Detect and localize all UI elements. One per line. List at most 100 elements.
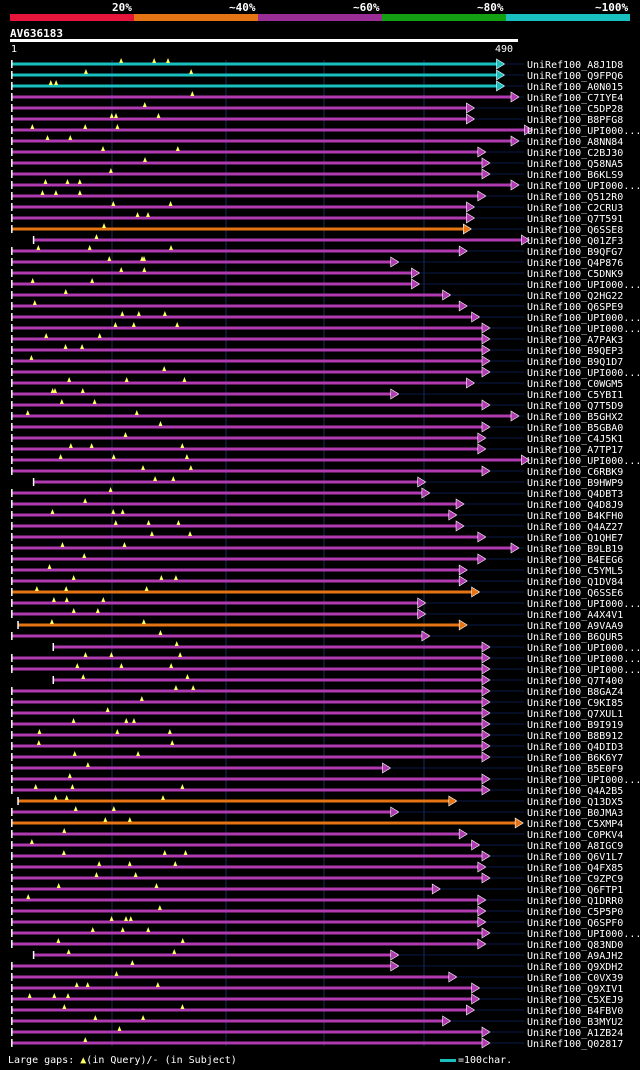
- query-gap-marker: [120, 311, 125, 316]
- hit-label: UniRef100_Q02817: [527, 1039, 623, 1050]
- hit-bar: [12, 964, 398, 968]
- query-gap-marker: [54, 80, 59, 85]
- footer-large-gaps: Large gaps:: [8, 1055, 75, 1066]
- hit-bar: [12, 95, 519, 99]
- query-ruler: [10, 39, 518, 42]
- hit-label: UniRef100_B9I919: [527, 720, 623, 731]
- hit-end-arrow: [466, 212, 475, 224]
- query-gap-marker: [92, 399, 97, 404]
- hit-end-arrow: [477, 861, 487, 873]
- hit-bar: [12, 117, 474, 121]
- hit-end-arrow: [481, 751, 491, 763]
- query-gap-marker: [113, 520, 118, 525]
- query-gap-marker: [146, 212, 151, 217]
- query-gap-marker: [64, 597, 69, 602]
- hit-bar: [12, 843, 479, 847]
- hit-start-tick: [11, 445, 13, 453]
- query-gap-marker: [170, 740, 175, 745]
- hit-end-arrow: [481, 872, 491, 884]
- hit-end-arrow: [510, 410, 520, 422]
- query-gap-marker: [87, 245, 92, 250]
- query-gap-marker: [67, 377, 72, 382]
- hit-start-tick: [11, 896, 13, 904]
- hit-label: UniRef100_C5XEJ9: [527, 995, 623, 1006]
- hit-label: UniRef100_B4EEG6: [527, 555, 623, 566]
- hit-label: UniRef100_A8J1D8: [527, 60, 623, 71]
- hit-end-arrow: [481, 465, 491, 477]
- hit-label: UniRef100_B9HWP9: [527, 478, 623, 489]
- hit-end-arrow: [477, 938, 487, 950]
- query-gap-icon: ▲: [80, 1055, 87, 1066]
- query-gap-marker: [136, 751, 141, 756]
- query-gap-marker: [77, 179, 82, 184]
- hit-bar: [33, 238, 529, 242]
- query-gap-marker: [173, 685, 178, 690]
- query-gap-marker: [25, 410, 30, 415]
- query-gap-marker: [111, 509, 116, 514]
- query-gap-marker: [107, 256, 112, 261]
- hit-end-arrow: [481, 707, 491, 719]
- query-gap-marker: [53, 388, 58, 393]
- hit-end-arrow: [481, 366, 491, 378]
- hit-bar: [12, 975, 456, 979]
- hit-start-tick: [11, 753, 13, 761]
- hit-end-arrow: [477, 894, 487, 906]
- hit-end-arrow: [477, 190, 487, 202]
- hit-start-tick: [32, 951, 35, 959]
- query-gap-marker: [81, 674, 86, 679]
- query-gap-marker: [109, 916, 114, 921]
- hit-bar: [12, 183, 519, 187]
- query-gap-marker: [65, 179, 70, 184]
- legend-label-80: ~80%: [477, 1, 504, 14]
- hit-end-arrow: [481, 740, 491, 752]
- query-gap-marker: [111, 201, 116, 206]
- hit-bar: [12, 689, 489, 693]
- query-gap-marker: [101, 146, 106, 151]
- hit-end-arrow: [442, 1015, 452, 1027]
- hit-label: UniRef100_C2BJ30: [527, 148, 623, 159]
- hit-label: UniRef100_Q6SSE6: [527, 588, 623, 599]
- hit-bar: [12, 403, 489, 407]
- query-gap-marker: [123, 432, 128, 437]
- hit-label: UniRef100_Q7T5D9: [527, 401, 623, 412]
- hit-label: UniRef100_A1ZB24: [527, 1028, 623, 1039]
- hit-bar: [12, 227, 471, 231]
- hit-start-tick: [11, 115, 13, 123]
- hit-end-arrow: [481, 850, 491, 862]
- hit-bar: [12, 755, 489, 759]
- hit-label: UniRef100_A9AJH2: [527, 951, 623, 962]
- query-gap-marker: [128, 916, 133, 921]
- query-gap-marker: [71, 575, 76, 580]
- hit-start-tick: [11, 808, 13, 816]
- subject-gap-icon: -: [152, 1055, 159, 1066]
- hit-start-tick: [11, 181, 13, 189]
- query-gap-marker: [32, 300, 37, 305]
- hit-bar: [12, 326, 489, 330]
- hit-start-tick: [11, 929, 13, 937]
- hit-end-arrow: [442, 289, 452, 301]
- query-gap-marker: [113, 322, 118, 327]
- query-gap-marker: [51, 597, 56, 602]
- hit-end-arrow: [521, 234, 530, 246]
- query-gap-marker: [27, 993, 32, 998]
- hit-bar: [12, 920, 485, 924]
- hit-bar: [12, 62, 504, 66]
- hit-bar: [12, 568, 467, 572]
- hit-start-tick: [11, 412, 13, 420]
- query-gap-marker: [124, 718, 129, 723]
- hit-start-tick: [11, 599, 13, 607]
- hit-end-arrow: [514, 817, 524, 829]
- hit-start-tick: [11, 918, 13, 926]
- hit-end-arrow: [390, 256, 400, 268]
- ruler-end: 490: [495, 44, 514, 55]
- hit-bar: [53, 645, 489, 649]
- query-gap-marker: [114, 971, 119, 976]
- query-gap-marker: [67, 773, 72, 778]
- hit-label: UniRef100_C5P5P0: [527, 907, 623, 918]
- hit-end-arrow: [455, 498, 465, 510]
- hit-bar: [12, 997, 479, 1001]
- hit-label: UniRef100_C6RBK9: [527, 467, 623, 478]
- hit-start-tick: [11, 137, 13, 145]
- hit-bar: [12, 150, 485, 154]
- hit-label: UniRef100_UPI000...: [527, 775, 640, 786]
